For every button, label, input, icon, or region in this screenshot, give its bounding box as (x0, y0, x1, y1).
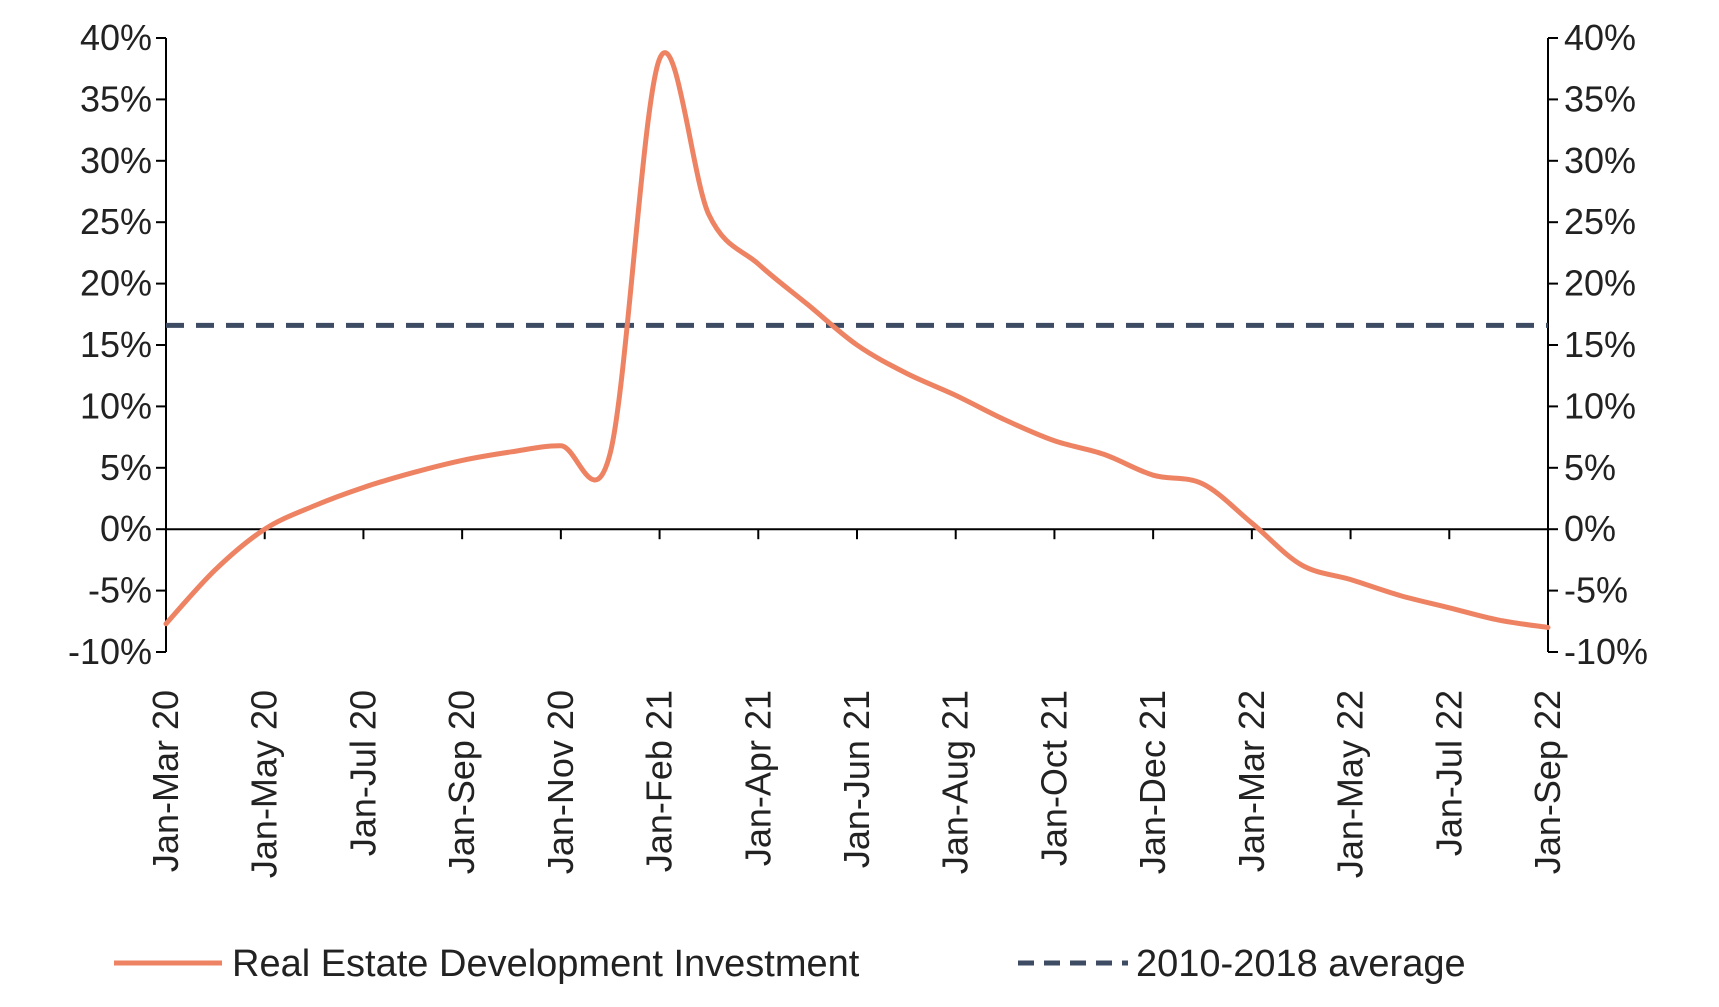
x-tick-label: Jan-Sep 20 (441, 690, 482, 874)
y-tick-label-left: 30% (80, 140, 152, 181)
y-tick-label-left: 10% (80, 385, 152, 426)
y-tick-label-right: 15% (1564, 324, 1636, 365)
right-y-axis-ticks: -10% -5% 0% 5% 10% 15% 20% 25% 30% 35% 40% (1548, 17, 1648, 672)
left-y-axis-ticks: -10% -5% 0% 5% 10% 15% 20% 25% 30% 35% 40% (68, 17, 166, 672)
y-tick-label-left: 5% (100, 447, 152, 488)
x-tick-label: Jan-Sep 22 (1527, 690, 1568, 874)
x-tick-label: Jan-Mar 22 (1231, 690, 1272, 872)
x-tick-label: Jan-Mar 20 (145, 690, 186, 872)
y-tick-label-right: 10% (1564, 385, 1636, 426)
y-tick-label-left: 25% (80, 201, 152, 242)
y-tick-label-right: 35% (1564, 78, 1636, 119)
legend-label-average: 2010-2018 average (1136, 943, 1466, 985)
x-tick-label: Jan-Jun 21 (836, 690, 877, 868)
x-tick-label: Jan-Jul 22 (1428, 690, 1469, 856)
y-tick-label-left: 0% (100, 508, 152, 549)
series-line-real-estate-investment (163, 50, 1551, 630)
y-tick-label-right: 0% (1564, 508, 1616, 549)
y-tick-label-right: -5% (1564, 570, 1628, 611)
legend-label-real-estate-investment: Real Estate Development Investment (232, 943, 860, 985)
y-tick-label-right: 30% (1564, 140, 1636, 181)
y-tick-label-left: -5% (88, 570, 152, 611)
x-tick-label: Jan-Aug 21 (935, 690, 976, 874)
x-tick-label: Jan-May 22 (1330, 690, 1371, 878)
x-tick-label: Jan-Feb 21 (639, 690, 680, 872)
x-axis-ticks: Jan-Mar 20 Jan-May 20 Jan-Jul 20 Jan-Sep 20… (145, 529, 1568, 878)
y-tick-label-right: -10% (1564, 631, 1648, 672)
y-tick-label-left: 15% (80, 324, 152, 365)
legend: Real Estate Development Investment 2010-… (114, 943, 1466, 985)
x-tick-label: Jan-Oct 21 (1033, 690, 1074, 866)
y-tick-label-right: 25% (1564, 201, 1636, 242)
series-layer (163, 50, 1551, 630)
y-tick-label-left: 40% (80, 17, 152, 58)
y-tick-label-left: 35% (80, 78, 152, 119)
x-tick-label: Jan-Dec 21 (1132, 690, 1173, 874)
x-tick-label: Jan-Apr 21 (737, 690, 778, 866)
y-tick-label-right: 5% (1564, 447, 1616, 488)
x-tick-label: Jan-Nov 20 (540, 690, 581, 874)
x-tick-label: Jan-Jul 20 (342, 690, 383, 856)
x-tick-label: Jan-May 20 (244, 690, 285, 878)
y-tick-label-right: 20% (1564, 263, 1636, 304)
y-tick-label-left: 20% (80, 263, 152, 304)
y-tick-label-left: -10% (68, 631, 152, 672)
y-tick-label-right: 40% (1564, 17, 1636, 58)
